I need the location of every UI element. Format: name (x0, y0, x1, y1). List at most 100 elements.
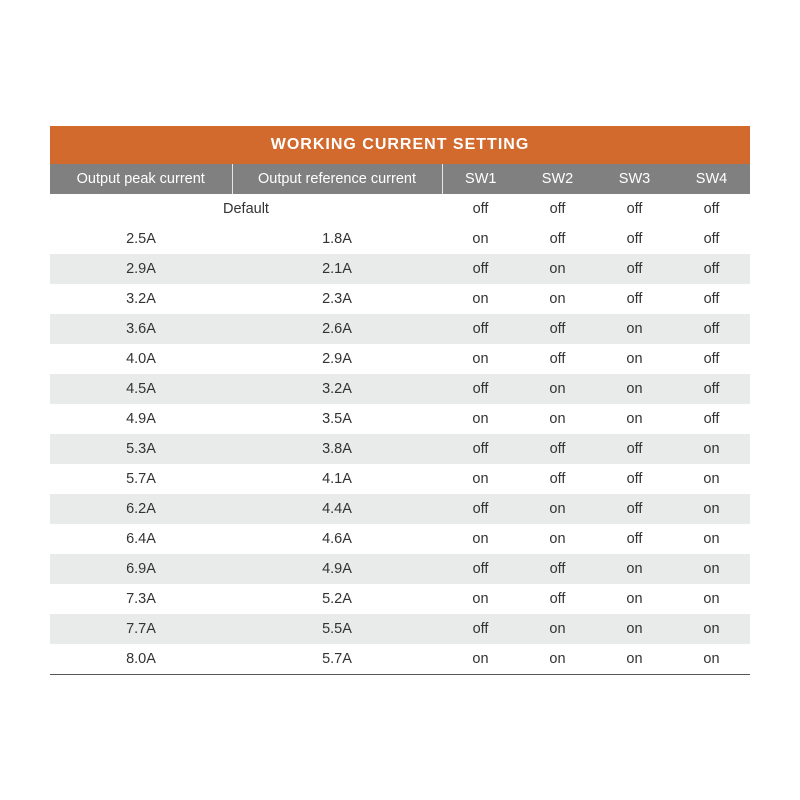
table-title: WORKING CURRENT SETTING (50, 126, 750, 164)
cell-sw1: off (442, 434, 519, 464)
cell-sw4: off (673, 254, 750, 284)
table-row: 8.0A5.7Aonononon (50, 644, 750, 675)
cell-ref: 4.1A (232, 464, 442, 494)
column-header-row: Output peak current Output reference cur… (50, 164, 750, 194)
cell-sw3: off (596, 494, 673, 524)
cell-sw2: on (519, 494, 596, 524)
cell-sw1: on (442, 284, 519, 314)
cell-sw3: on (596, 374, 673, 404)
cell-peak: 5.3A (50, 434, 232, 464)
table-row: 6.4A4.6Aononoffon (50, 524, 750, 554)
cell-ref: 4.4A (232, 494, 442, 524)
table-row: 3.6A2.6Aoffoffonoff (50, 314, 750, 344)
cell-ref: 3.8A (232, 434, 442, 464)
cell-sw3: off (596, 224, 673, 254)
table-row: 5.7A4.1Aonoffoffon (50, 464, 750, 494)
cell-ref: 2.1A (232, 254, 442, 284)
cell-sw4: on (673, 614, 750, 644)
cell-sw2: on (519, 614, 596, 644)
cell-peak: 8.0A (50, 644, 232, 675)
cell-peak: 4.0A (50, 344, 232, 374)
cell-peak: 2.9A (50, 254, 232, 284)
cell-peak: 7.7A (50, 614, 232, 644)
cell-sw1: on (442, 464, 519, 494)
table-row: 6.9A4.9Aoffoffonon (50, 554, 750, 584)
table-row: 4.5A3.2Aoffononoff (50, 374, 750, 404)
col-header-ref: Output reference current (232, 164, 442, 194)
cell-ref: 2.9A (232, 344, 442, 374)
cell-sw4: off (673, 194, 750, 224)
col-header-sw1: SW1 (442, 164, 519, 194)
cell-peak: 6.2A (50, 494, 232, 524)
cell-sw1: off (442, 494, 519, 524)
cell-sw3: on (596, 344, 673, 374)
cell-peak: 2.5A (50, 224, 232, 254)
cell-sw3: on (596, 314, 673, 344)
cell-sw1: off (442, 614, 519, 644)
col-header-sw3: SW3 (596, 164, 673, 194)
cell-peak: 5.7A (50, 464, 232, 494)
cell-sw2: off (519, 434, 596, 464)
col-header-peak: Output peak current (50, 164, 232, 194)
table-row: 2.9A2.1Aoffonoffoff (50, 254, 750, 284)
cell-sw2: on (519, 524, 596, 554)
table-row: 7.3A5.2Aonoffonon (50, 584, 750, 614)
cell-sw3: off (596, 434, 673, 464)
cell-sw4: on (673, 524, 750, 554)
cell-ref: 2.3A (232, 284, 442, 314)
cell-sw1: on (442, 644, 519, 675)
cell-sw2: on (519, 254, 596, 284)
table-row: 6.2A4.4Aoffonoffon (50, 494, 750, 524)
cell-sw4: on (673, 584, 750, 614)
cell-sw2: on (519, 644, 596, 675)
cell-sw4: off (673, 344, 750, 374)
cell-peak: 4.5A (50, 374, 232, 404)
cell-sw2: off (519, 554, 596, 584)
table-container: WORKING CURRENT SETTING Output peak curr… (50, 126, 750, 675)
cell-sw4: off (673, 284, 750, 314)
cell-sw4: on (673, 554, 750, 584)
cell-sw1: off (442, 314, 519, 344)
cell-sw4: off (673, 404, 750, 434)
table-row: 4.0A2.9Aonoffonoff (50, 344, 750, 374)
cell-peak: 3.2A (50, 284, 232, 314)
col-header-sw4: SW4 (673, 164, 750, 194)
cell-ref: 3.2A (232, 374, 442, 404)
cell-sw1: off (442, 374, 519, 404)
cell-sw3: off (596, 284, 673, 314)
cell-sw2: off (519, 464, 596, 494)
cell-ref: 3.5A (232, 404, 442, 434)
cell-sw4: on (673, 464, 750, 494)
cell-sw1: on (442, 524, 519, 554)
cell-sw1: on (442, 344, 519, 374)
cell-sw3: on (596, 644, 673, 675)
cell-peak: 7.3A (50, 584, 232, 614)
cell-sw4: on (673, 644, 750, 675)
cell-sw4: on (673, 494, 750, 524)
col-header-sw2: SW2 (519, 164, 596, 194)
cell-sw3: off (596, 254, 673, 284)
cell-sw2: on (519, 404, 596, 434)
table-row-default: Defaultoffoffoffoff (50, 194, 750, 224)
cell-ref: 5.5A (232, 614, 442, 644)
cell-ref: 2.6A (232, 314, 442, 344)
cell-peak: 4.9A (50, 404, 232, 434)
cell-sw3: off (596, 524, 673, 554)
cell-sw1: on (442, 584, 519, 614)
cell-sw4: off (673, 314, 750, 344)
cell-sw1: on (442, 404, 519, 434)
cell-sw1: off (442, 254, 519, 284)
table-row: 7.7A5.5Aoffononon (50, 614, 750, 644)
cell-sw4: off (673, 224, 750, 254)
cell-sw2: on (519, 284, 596, 314)
cell-ref: 4.9A (232, 554, 442, 584)
cell-sw3: on (596, 584, 673, 614)
cell-sw2: on (519, 374, 596, 404)
cell-ref: 5.7A (232, 644, 442, 675)
cell-sw1: off (442, 554, 519, 584)
cell-sw3: off (596, 464, 673, 494)
cell-sw2: off (519, 194, 596, 224)
cell-ref: 5.2A (232, 584, 442, 614)
table-row: 5.3A3.8Aoffoffoffon (50, 434, 750, 464)
cell-peak: 6.9A (50, 554, 232, 584)
